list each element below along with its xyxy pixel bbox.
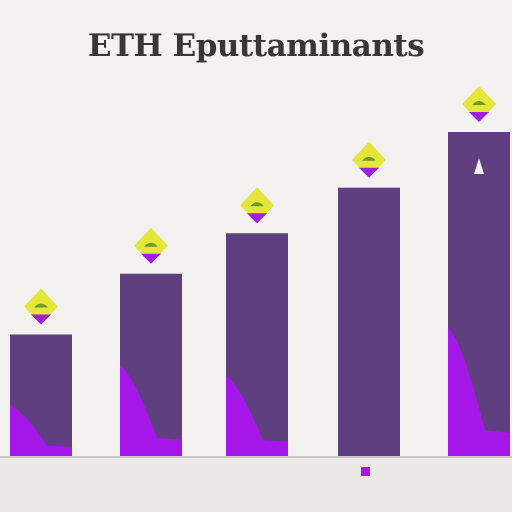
gem-marker-icon xyxy=(472,101,486,105)
gem-marker-base xyxy=(247,213,267,224)
category-label xyxy=(312,462,422,478)
legend-swatch xyxy=(361,466,370,476)
bar xyxy=(338,187,400,456)
gem-marker-icon xyxy=(250,202,264,207)
chart-title: ETH Eputtaminants xyxy=(87,28,425,64)
gem-marker-icon xyxy=(362,156,376,161)
gem-marker-base xyxy=(469,112,489,122)
bars-layer xyxy=(10,86,510,456)
gem-marker-icon xyxy=(34,303,48,308)
gem-marker-base xyxy=(141,253,161,264)
bar-top-marker xyxy=(474,158,484,174)
gem-marker-base xyxy=(359,167,379,178)
bar-inner-fill xyxy=(10,404,72,456)
gem-marker-base xyxy=(31,314,51,325)
footer-band xyxy=(0,458,512,512)
bar-inner-fill xyxy=(120,364,182,456)
bar-inner-fill xyxy=(448,326,510,456)
bar-inner-fill xyxy=(226,375,288,456)
gem-marker-icon xyxy=(144,242,158,247)
